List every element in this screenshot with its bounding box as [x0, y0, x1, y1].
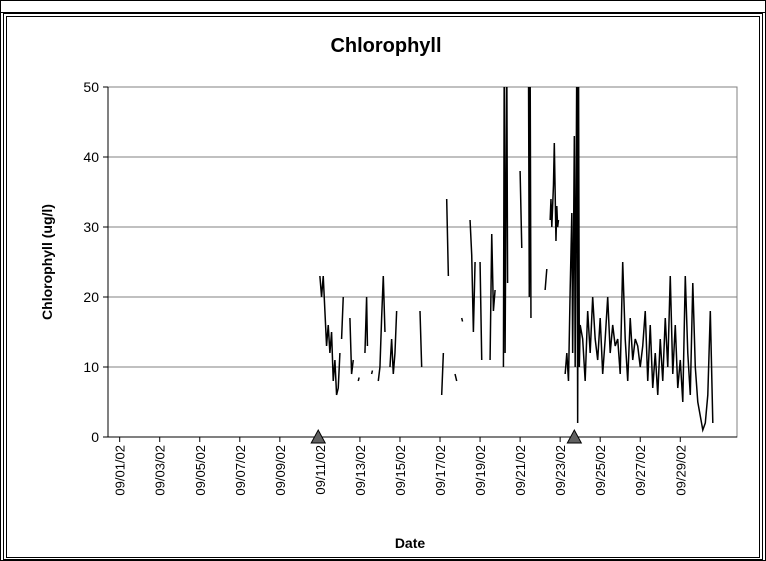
y-tick-label: 20 [83, 289, 99, 305]
event-marker [310, 428, 327, 444]
x-tick-label: 09/09/02 [273, 445, 288, 496]
y-tick-label: 40 [83, 149, 99, 165]
x-tick-label: 09/15/02 [393, 445, 408, 496]
x-tick-label: 09/13/02 [353, 445, 368, 496]
event-marker [566, 428, 583, 444]
x-tick-label: 09/23/02 [553, 445, 568, 496]
x-tick-label: 09/07/02 [233, 445, 248, 496]
x-tick-label: 09/29/02 [673, 445, 688, 496]
inner-frame [3, 13, 763, 560]
top-frame [0, 0, 766, 13]
y-axis-label: Chlorophyll (ug/l) [39, 204, 55, 320]
x-tick-label: 09/17/02 [433, 445, 448, 496]
x-tick-label: 09/03/02 [153, 445, 168, 496]
x-tick-label: 09/21/02 [513, 445, 528, 496]
x-tick-label: 09/27/02 [633, 445, 648, 496]
x-tick-label: 09/05/02 [193, 445, 208, 496]
y-tick-label: 0 [91, 429, 99, 445]
x-tick-label: 09/25/02 [593, 445, 608, 496]
data-line [319, 87, 714, 433]
plot-background [107, 86, 738, 438]
y-tick-label: 30 [83, 219, 99, 235]
y-tick-label: 50 [83, 79, 99, 95]
x-axis-label: Date [395, 535, 426, 551]
x-tick-label: 09/19/02 [473, 445, 488, 496]
x-tick-label: 09/01/02 [113, 445, 128, 496]
chart-title: Chlorophyll [330, 35, 441, 57]
x-tick-label: 09/11/02 [313, 445, 328, 495]
y-tick-label: 10 [83, 359, 99, 375]
